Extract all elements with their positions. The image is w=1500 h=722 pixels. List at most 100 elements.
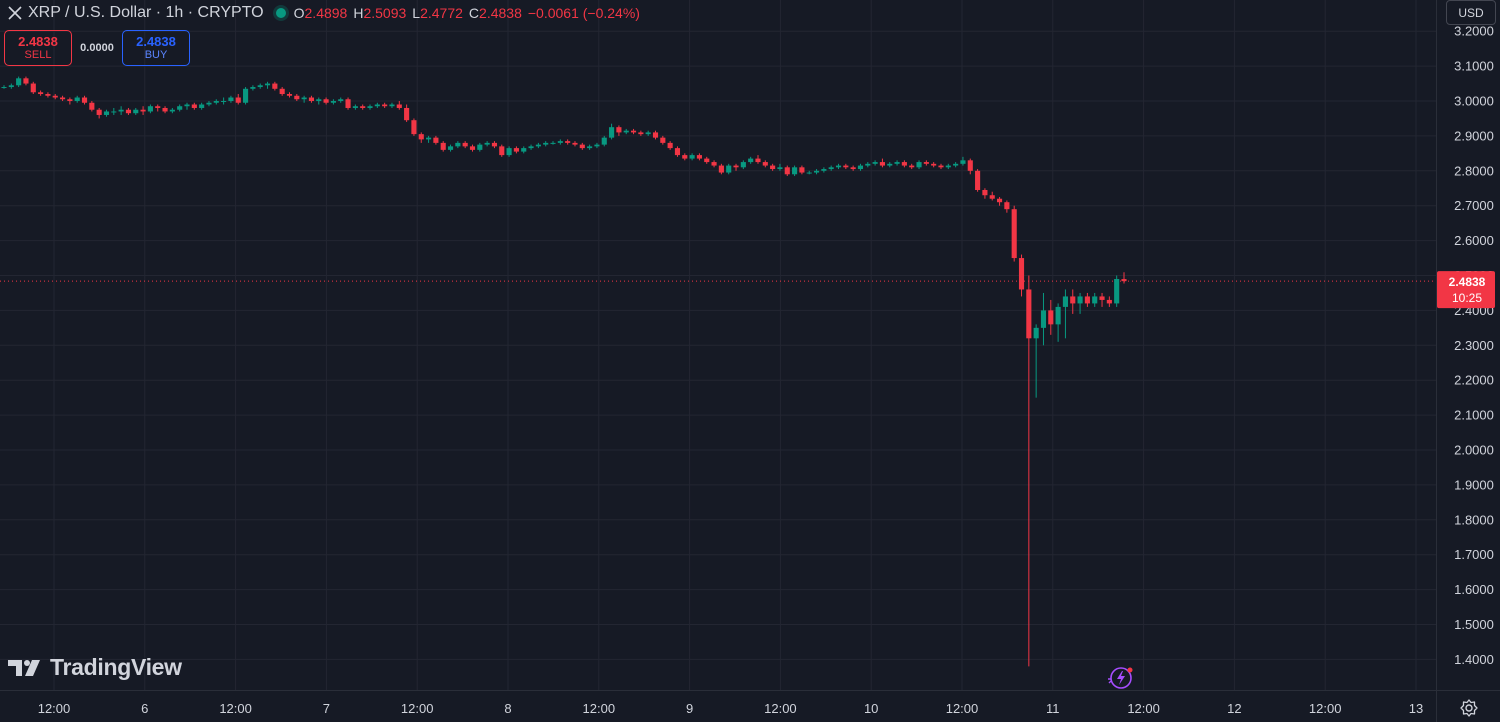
symbol-title[interactable]: XRP / U.S. Dollar · 1h · CRYPTO xyxy=(28,4,264,21)
price-tick-label: 1.9000 xyxy=(1454,477,1494,492)
candle-body xyxy=(1033,327,1039,339)
currency-selector[interactable]: USD xyxy=(1446,0,1496,25)
candle-body xyxy=(374,104,380,107)
candle-body xyxy=(484,142,490,145)
market-status-dot[interactable] xyxy=(275,8,286,18)
candle-body xyxy=(887,163,893,166)
candle-body xyxy=(1011,209,1017,259)
time-tick-label: 12:00 xyxy=(401,701,434,716)
time-axis[interactable]: 12:00 6 12:00 7 12:00 8 12:00 9 12:00 10 12:00 11 12… xyxy=(38,701,1424,716)
candle-body xyxy=(491,142,498,147)
candle-body xyxy=(1114,278,1120,304)
time-tick-label: 13 xyxy=(1409,701,1423,716)
lightning-icon[interactable] xyxy=(1105,665,1135,691)
time-tick-label: 12:00 xyxy=(38,701,71,716)
candle-body xyxy=(989,195,995,199)
candle-body xyxy=(850,167,856,170)
candle-body xyxy=(221,101,227,102)
price-tick-label: 3.1000 xyxy=(1454,59,1494,74)
candle-body xyxy=(140,109,146,112)
candle-body xyxy=(250,87,256,89)
candle-body xyxy=(1077,296,1083,304)
candle-body xyxy=(177,106,183,110)
candle-body xyxy=(257,85,263,88)
candle-body xyxy=(111,111,117,113)
candle-body xyxy=(155,106,161,108)
candle-body xyxy=(426,137,432,140)
buy-label: BUY xyxy=(144,49,168,61)
candle-body xyxy=(440,142,446,150)
candle-body xyxy=(133,109,139,114)
candle-body xyxy=(828,167,834,170)
candle-body xyxy=(338,99,344,101)
bar-countdown: 10:25 xyxy=(1452,291,1482,305)
candle-body xyxy=(103,111,110,115)
open-label: O xyxy=(293,5,305,21)
sell-label: SELL xyxy=(24,49,52,61)
candle-body xyxy=(550,142,556,144)
time-tick-label: 6 xyxy=(141,701,148,716)
chart-settings-gear-icon[interactable] xyxy=(1459,698,1479,718)
candle-body xyxy=(8,85,14,88)
price-tick-label: 2.2000 xyxy=(1454,373,1494,388)
candle-body xyxy=(147,106,153,112)
price-tick-label: 2.8000 xyxy=(1454,163,1494,178)
candle-body xyxy=(506,148,512,156)
close-label: C xyxy=(468,5,480,21)
candle-body xyxy=(799,167,805,173)
candle-body xyxy=(696,155,702,159)
candle-body xyxy=(579,144,585,149)
candle-body xyxy=(67,99,73,101)
candle-body xyxy=(23,78,29,84)
time-tick-label: 9 xyxy=(686,701,693,716)
price-tick-label: 2.7000 xyxy=(1454,198,1494,213)
candle-body xyxy=(748,158,754,163)
candle-body xyxy=(1084,296,1090,304)
candle-body xyxy=(762,162,768,166)
tradingview-logo-icon xyxy=(8,659,40,676)
candle-body xyxy=(572,142,578,145)
candle-body xyxy=(945,165,951,168)
time-tick-label: 7 xyxy=(323,701,330,716)
candle-body xyxy=(623,130,629,133)
price-axis[interactable]: 1.4000 1.5000 1.6000 1.7000 1.8000 1.9000 2.00… xyxy=(1454,24,1494,667)
candle-body xyxy=(60,97,66,100)
candle-body xyxy=(557,141,563,143)
candle-body xyxy=(645,132,651,135)
buy-button[interactable]: 2.4838 BUY xyxy=(122,30,190,66)
candle-body xyxy=(1048,310,1054,325)
sell-button[interactable]: 2.4838 SELL xyxy=(4,30,72,66)
candle-body xyxy=(1040,310,1047,328)
high-value: 2.5093 xyxy=(363,5,407,21)
candle-body xyxy=(1092,296,1098,304)
price-tick-label: 2.9000 xyxy=(1454,128,1494,143)
candle-body xyxy=(740,162,746,168)
price-tick-label: 1.7000 xyxy=(1454,547,1494,562)
candle-body xyxy=(169,109,175,112)
candle-body xyxy=(38,92,44,95)
candle-body xyxy=(770,165,776,170)
candle-body xyxy=(513,148,519,152)
candle-body xyxy=(345,99,351,108)
candle-body xyxy=(660,137,666,143)
candle-body xyxy=(477,144,483,150)
candle-body xyxy=(447,146,454,150)
candle-body xyxy=(938,165,944,168)
price-tick-label: 2.0000 xyxy=(1454,443,1494,458)
tradingview-logo[interactable]: TradingView xyxy=(8,654,182,681)
xrp-x-icon xyxy=(8,6,22,20)
candle-body xyxy=(689,155,695,159)
candle-body xyxy=(704,158,710,163)
candle-body xyxy=(469,146,476,150)
candle-body xyxy=(45,94,51,96)
candle-body xyxy=(638,132,644,135)
candle-body xyxy=(294,95,300,100)
candle-body xyxy=(718,165,724,173)
candle-body xyxy=(411,120,417,135)
candle-body xyxy=(521,148,527,152)
trade-panel: 2.4838 SELL 0.0000 2.4838 BUY xyxy=(4,30,190,66)
high-label: H xyxy=(353,5,364,21)
candle-body xyxy=(89,102,95,110)
last-price-label-bg xyxy=(1437,271,1495,309)
